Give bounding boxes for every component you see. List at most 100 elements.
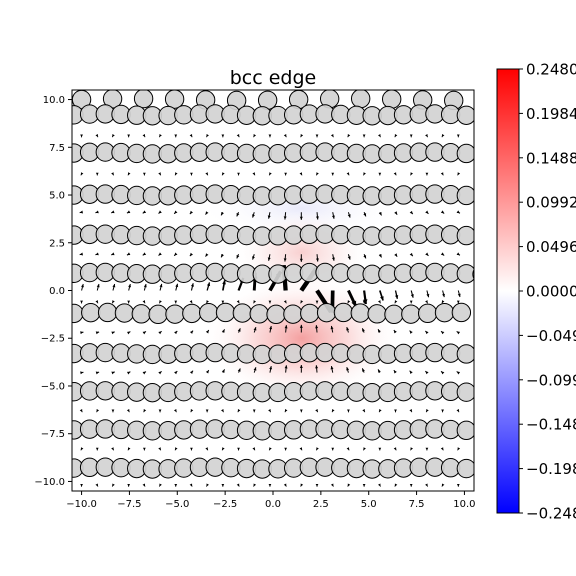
- arrow-head: [330, 483, 334, 487]
- arrow-head: [394, 300, 398, 304]
- arrow-head: [394, 253, 398, 257]
- arrow-head: [95, 300, 99, 304]
- arrow-head: [331, 257, 335, 261]
- arrow-head: [158, 447, 161, 451]
- arrow-head: [127, 172, 131, 176]
- x-tick-label: −2.5: [213, 499, 237, 510]
- arrow-head: [253, 327, 257, 331]
- atom: [300, 303, 320, 324]
- atom: [472, 268, 474, 280]
- arrow-head: [174, 300, 178, 304]
- chart-title: bcc edge: [230, 67, 317, 89]
- arrow-head: [284, 447, 287, 451]
- arrow-head: [95, 252, 99, 256]
- atom: [401, 304, 421, 324]
- arrow-head: [283, 216, 287, 220]
- arrow-head: [189, 330, 194, 334]
- arrow-head: [426, 409, 429, 413]
- arrow-head: [393, 172, 397, 176]
- y-axis: 10.0 7.5 5.0 2.5 0.0 −2.5 −5.0 −7.5 −10.0: [34, 95, 72, 488]
- x-axis: −10.0 −7.5 −5.0 −2.5 0.0 2.5 5.0 7.5 10.0: [66, 491, 476, 510]
- arrow-head: [159, 300, 162, 304]
- arrow-head: [111, 409, 115, 413]
- arrow-head: [441, 300, 445, 304]
- arrow-head: [456, 210, 460, 214]
- arrow-head: [330, 325, 334, 330]
- arrow-head: [269, 172, 272, 176]
- atom: [215, 302, 236, 323]
- arrow-head: [394, 211, 398, 215]
- atom: [131, 304, 151, 324]
- arrow-head: [237, 409, 241, 413]
- arrow-head: [425, 210, 429, 214]
- arrow-head: [331, 409, 335, 413]
- arrow-head: [222, 172, 225, 176]
- arrow-head: [142, 483, 146, 487]
- arrow-head: [409, 409, 412, 413]
- arrow-head: [221, 212, 224, 216]
- arrow-head: [425, 252, 429, 256]
- atom: [434, 302, 455, 323]
- x-tick-label: 10.0: [453, 499, 475, 510]
- arrow-head: [410, 447, 414, 451]
- arrow-head: [189, 370, 194, 375]
- atom: [384, 304, 404, 325]
- atom: [456, 458, 474, 479]
- arrow-head: [190, 447, 193, 451]
- atom: [456, 382, 474, 402]
- arrow-head: [425, 483, 428, 487]
- colorbar-tick-label: −0.2480: [526, 505, 576, 523]
- arrow-head: [189, 252, 193, 257]
- arrow-head: [205, 330, 209, 334]
- arrow-head: [79, 210, 83, 214]
- arrow-head: [190, 283, 194, 287]
- colorbar-tick-label: −0.0496: [526, 327, 576, 345]
- arrow-head: [206, 300, 209, 304]
- arrow-head: [378, 329, 381, 333]
- y-tick-label: 2.5: [49, 238, 65, 249]
- arrow-head: [173, 409, 177, 413]
- arrow-head: [315, 258, 319, 262]
- arrow-head: [362, 483, 366, 487]
- arrow-head: [378, 254, 382, 258]
- arrow-head: [221, 300, 225, 304]
- arrow-head: [379, 409, 382, 413]
- arrow-head: [299, 216, 303, 220]
- arrow-head: [268, 134, 272, 138]
- atom: [381, 90, 402, 109]
- arrow-head: [409, 483, 413, 487]
- atom: [367, 304, 387, 324]
- arrow-head: [95, 134, 99, 138]
- arrow-head: [362, 368, 365, 372]
- atom: [283, 304, 303, 324]
- arrow-head: [158, 331, 162, 335]
- arrow-head: [96, 409, 100, 413]
- arrow-head: [394, 409, 397, 413]
- arrow-head: [142, 134, 146, 138]
- arrow-head: [128, 284, 131, 288]
- atom: [350, 90, 371, 109]
- arrow-head: [457, 293, 461, 298]
- arrow-head: [284, 409, 288, 413]
- arrow-head: [222, 280, 226, 285]
- arrow-head: [126, 371, 131, 375]
- arrow-head: [284, 325, 288, 329]
- arrow-head: [159, 283, 163, 288]
- arrow-head: [456, 331, 461, 335]
- arrow-head: [456, 409, 460, 413]
- arrow-head: [409, 330, 413, 334]
- arrow-head: [95, 172, 99, 176]
- arrow-head: [315, 325, 319, 329]
- arrow-head: [456, 134, 460, 138]
- arrow-head: [80, 300, 83, 304]
- arrow-head: [441, 134, 445, 138]
- arrow-head: [143, 447, 146, 451]
- arrow-head: [363, 255, 367, 259]
- arrow-head: [159, 483, 162, 487]
- arrow-head: [362, 300, 366, 304]
- arrow-head: [267, 257, 271, 261]
- arrow-head: [299, 447, 303, 451]
- x-tick-label: 7.5: [409, 499, 425, 510]
- arrow-head: [409, 370, 413, 375]
- arrow-head: [378, 300, 381, 304]
